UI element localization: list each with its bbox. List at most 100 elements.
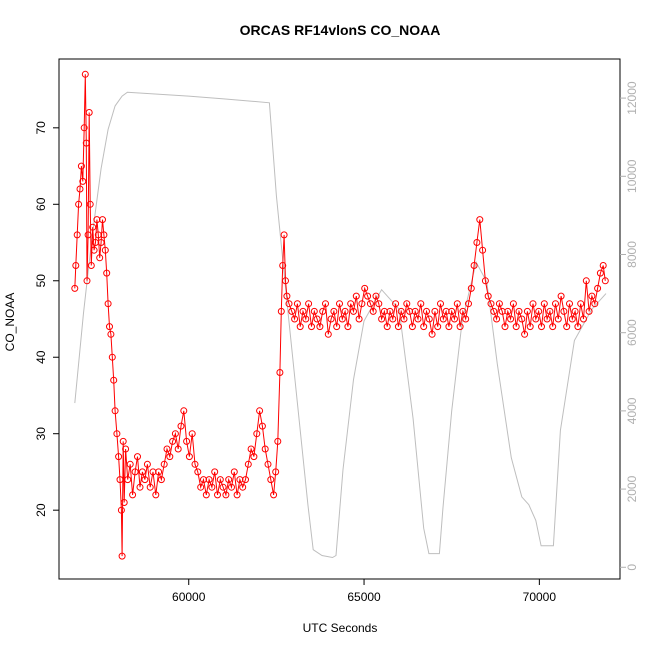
co-point [296, 323, 304, 331]
co-point [152, 491, 160, 499]
co-point [146, 483, 154, 491]
co-point [521, 330, 529, 338]
co-point [267, 476, 275, 484]
co-point [285, 300, 293, 308]
co-point [543, 315, 551, 323]
co-point [134, 453, 141, 461]
co-point [411, 307, 419, 315]
y2-tick-label: 2000 [625, 475, 639, 502]
y2-tick-label: 8000 [625, 241, 639, 268]
co-point [274, 437, 282, 445]
co-point [73, 231, 81, 239]
co-point [85, 109, 93, 116]
co-point [355, 315, 363, 323]
co-point [366, 300, 374, 308]
co-point [288, 307, 296, 315]
co-point [588, 292, 596, 300]
co-point [501, 323, 509, 331]
co-point [299, 307, 307, 315]
co-point [451, 315, 458, 323]
co-point [585, 307, 593, 315]
co-point [580, 315, 587, 323]
y2-tick-label: 6000 [625, 319, 639, 346]
co-point [225, 476, 233, 484]
co-point [305, 300, 313, 308]
co-point [400, 315, 408, 323]
co-point [392, 300, 400, 308]
co-point [456, 323, 464, 331]
co-point [394, 323, 402, 331]
co-point [96, 254, 104, 262]
co-point [582, 277, 590, 285]
co-point [194, 468, 202, 476]
co-point [338, 315, 346, 323]
co-point [336, 300, 343, 308]
co-point [180, 407, 188, 415]
co-point [408, 323, 416, 331]
co-point [160, 460, 168, 468]
co-point [136, 483, 144, 491]
co-point [476, 216, 484, 224]
co-point [264, 460, 272, 468]
co-point [169, 437, 177, 445]
co-point [97, 239, 105, 246]
co-point [495, 300, 503, 308]
co-point [389, 315, 397, 323]
co-point [350, 307, 357, 315]
co-point [280, 231, 288, 239]
co-point [230, 468, 238, 476]
co-point [116, 476, 124, 484]
co-point [467, 284, 475, 292]
co-point [205, 476, 213, 484]
co-point [448, 307, 456, 315]
co-point [330, 307, 338, 315]
co-point [302, 315, 310, 323]
co-point [490, 307, 498, 315]
co-point [481, 277, 489, 285]
co-point [163, 445, 171, 453]
y2-tick-label: 12000 [625, 81, 639, 115]
co-point [453, 300, 461, 308]
co-point [79, 177, 87, 185]
y-tick-label: 20 [34, 503, 48, 517]
co-point [324, 330, 332, 338]
co-point [171, 430, 179, 438]
co-point [250, 453, 258, 461]
co-point [106, 323, 113, 331]
co-point [599, 262, 607, 269]
altitude-series [74, 91, 607, 559]
y2-tick-label: 10000 [625, 159, 639, 193]
co-point [459, 307, 467, 315]
co-point [601, 277, 609, 285]
co-point [84, 231, 92, 239]
co-point [428, 330, 436, 338]
co-point [568, 315, 576, 323]
co-point [549, 323, 557, 331]
co-point [364, 292, 372, 300]
altitude-line [74, 91, 607, 559]
co-point [72, 262, 80, 269]
plot-frame [58, 58, 621, 580]
co-point [552, 300, 559, 308]
y-axis-label: CO_NOAA [3, 293, 17, 352]
co-point [197, 483, 205, 491]
co-point [107, 330, 115, 338]
co-point [86, 200, 94, 208]
co-point [361, 284, 369, 292]
co-point [216, 476, 224, 484]
co-point [316, 323, 324, 331]
co-point [493, 315, 501, 323]
co-point [258, 422, 266, 430]
co-point [437, 300, 444, 308]
co-point [386, 307, 394, 315]
co-point [532, 315, 540, 323]
co-point [504, 307, 512, 315]
co-point [378, 315, 386, 323]
co-point [283, 292, 291, 300]
co-point [473, 239, 481, 246]
co-point [554, 315, 562, 323]
co-point [253, 430, 261, 438]
co-point [566, 300, 573, 308]
co-point [347, 300, 355, 308]
co-point [219, 483, 227, 491]
